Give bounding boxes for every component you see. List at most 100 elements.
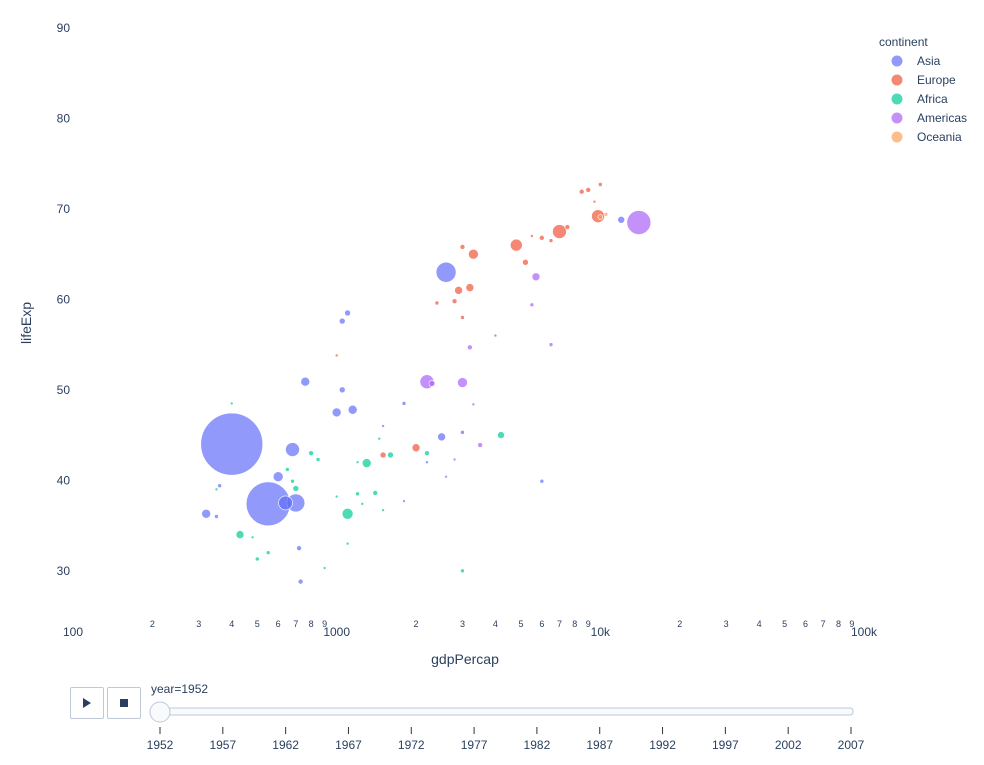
bubble-americas bbox=[548, 342, 554, 347]
bubble-africa bbox=[361, 458, 372, 468]
y-tick-label: 80 bbox=[57, 111, 71, 125]
bubble-europe bbox=[434, 300, 440, 306]
bubble-africa bbox=[355, 460, 360, 465]
bubble-americas bbox=[402, 499, 406, 503]
bubble-europe bbox=[539, 235, 545, 241]
bubble-africa bbox=[285, 467, 290, 472]
bubble-europe bbox=[451, 298, 458, 304]
x-minor-tick-label: 6 bbox=[803, 619, 808, 629]
play-icon bbox=[83, 698, 91, 708]
slider-step-label[interactable]: 1992 bbox=[649, 738, 676, 752]
stop-button[interactable] bbox=[107, 687, 141, 719]
x-minor-tick-label: 5 bbox=[782, 619, 787, 629]
legend-marker-americas bbox=[891, 112, 903, 124]
bubble-oceania bbox=[603, 212, 609, 217]
x-minor-tick-label: 6 bbox=[276, 619, 281, 629]
bubble-asia bbox=[331, 407, 342, 418]
x-minor-tick-label: 9 bbox=[849, 619, 854, 629]
slider-step-label[interactable]: 2002 bbox=[775, 738, 802, 752]
slider-current-label: year=1952 bbox=[151, 682, 208, 696]
bubble-africa bbox=[250, 535, 255, 540]
bubble-americas bbox=[452, 457, 457, 462]
bubble-africa bbox=[334, 494, 339, 499]
slider-step-label[interactable]: 1957 bbox=[209, 738, 236, 752]
bubble-africa bbox=[372, 490, 378, 496]
x-minor-tick-label: 4 bbox=[493, 619, 498, 629]
y-axis-title: lifeExp bbox=[18, 302, 34, 344]
bubble-asia bbox=[338, 317, 346, 325]
slider-step-label[interactable]: 1972 bbox=[398, 738, 425, 752]
x-minor-tick-label: 2 bbox=[414, 619, 419, 629]
bubble-africa bbox=[235, 530, 245, 539]
x-minor-tick-label: 9 bbox=[322, 619, 327, 629]
x-minor-tick-label: 5 bbox=[255, 619, 260, 629]
bubble-asia bbox=[435, 261, 457, 283]
bubbles bbox=[200, 182, 652, 585]
bubble-americas bbox=[626, 210, 652, 235]
bubble-africa bbox=[341, 507, 354, 520]
slider-step-label[interactable]: 1982 bbox=[524, 738, 551, 752]
stop-icon bbox=[120, 699, 128, 707]
bubble-africa bbox=[254, 556, 260, 562]
bubble-americas bbox=[529, 302, 535, 308]
bubble-asia bbox=[201, 508, 211, 519]
bubble-africa bbox=[308, 450, 314, 456]
bubble-africa bbox=[315, 457, 321, 462]
y-tick-label: 70 bbox=[57, 202, 71, 216]
slider-rail[interactable] bbox=[149, 707, 854, 716]
bubble-asia bbox=[617, 215, 626, 224]
bubble-africa bbox=[377, 436, 382, 441]
slider-step-label[interactable]: 1952 bbox=[147, 738, 174, 752]
play-button[interactable] bbox=[70, 687, 104, 719]
legend-label-asia[interactable]: Asia bbox=[917, 54, 941, 68]
bubble-africa bbox=[381, 508, 385, 512]
x-minor-tick-label: 3 bbox=[724, 619, 729, 629]
bubble-europe bbox=[530, 234, 534, 238]
x-minor-tick-label: 9 bbox=[586, 619, 591, 629]
slider-step-label[interactable]: 1962 bbox=[272, 738, 299, 752]
x-minor-tick-label: 4 bbox=[229, 619, 234, 629]
bubble-asia bbox=[278, 495, 293, 511]
bubble-africa bbox=[345, 541, 350, 546]
x-tick-label: 100 bbox=[63, 625, 83, 639]
x-tick-label: 100k bbox=[851, 625, 878, 639]
year-slider: year=1952 1952 1957 1962 1967 1972 1977 1982 19… bbox=[147, 682, 865, 752]
bubble-asia bbox=[272, 471, 284, 482]
y-tick-label: 90 bbox=[57, 21, 71, 35]
bubble-americas bbox=[467, 344, 473, 351]
y-tick-label: 40 bbox=[57, 473, 71, 487]
bubble-africa bbox=[387, 451, 394, 459]
bubble-asia bbox=[437, 432, 446, 442]
bubble-americas bbox=[477, 442, 483, 448]
slider-step-label[interactable]: 2007 bbox=[838, 738, 865, 752]
slider-step-label[interactable]: 1987 bbox=[586, 738, 613, 752]
bubble-asia bbox=[460, 430, 465, 435]
slider-step-label[interactable]: 1997 bbox=[712, 738, 739, 752]
bubble-europe bbox=[468, 248, 479, 260]
legend-label-oceania[interactable]: Oceania bbox=[917, 130, 962, 144]
legend-label-europe[interactable]: Europe bbox=[917, 73, 956, 87]
legend-label-americas[interactable]: Americas bbox=[917, 111, 967, 125]
bubble-europe bbox=[585, 187, 592, 193]
slider-steps: 1952 1957 1962 1967 1972 1977 1982 1987 1992 1997… bbox=[147, 727, 865, 752]
bubble-americas bbox=[444, 474, 448, 479]
bubble-europe bbox=[460, 315, 465, 320]
bubble-americas bbox=[457, 377, 468, 388]
bubble-europe bbox=[411, 443, 421, 453]
legend-marker-africa bbox=[891, 93, 903, 105]
legend-label-africa[interactable]: Africa bbox=[917, 92, 948, 106]
bubble-africa bbox=[265, 550, 271, 555]
bubble-americas bbox=[471, 402, 476, 407]
slider-step-label[interactable]: 1977 bbox=[461, 738, 488, 752]
bubble-europe bbox=[552, 224, 567, 239]
bubble-asia bbox=[200, 412, 264, 476]
bubble-asia bbox=[344, 309, 351, 317]
bubble-europe bbox=[509, 238, 523, 252]
bubble-europe bbox=[459, 244, 466, 250]
slider-step-label[interactable]: 1967 bbox=[335, 738, 362, 752]
bubble-asia bbox=[296, 545, 302, 551]
x-minor-tick-label: 3 bbox=[196, 619, 201, 629]
bubble-africa bbox=[214, 487, 219, 492]
slider-handle[interactable] bbox=[149, 701, 171, 723]
